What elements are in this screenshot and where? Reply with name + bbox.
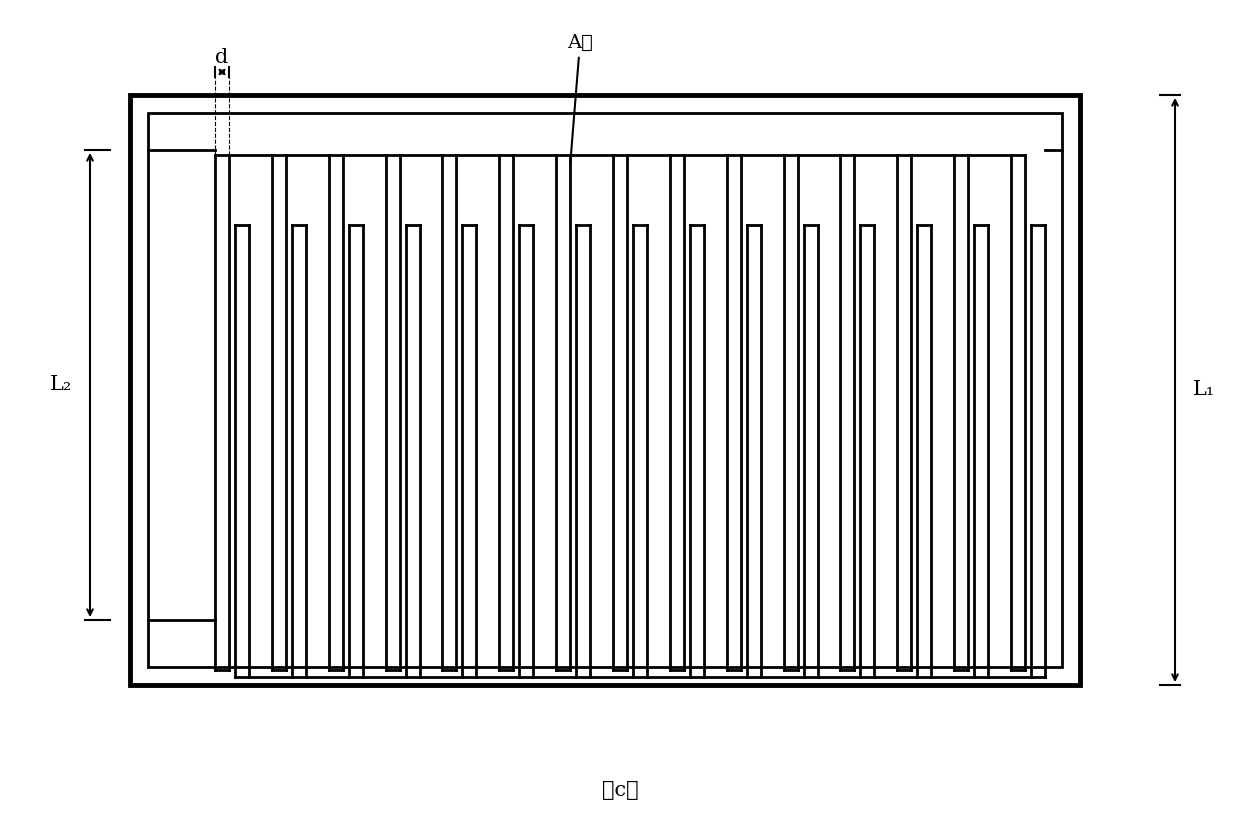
Text: （c）: （c） bbox=[601, 780, 639, 799]
Bar bbox=[130, 95, 1080, 685]
Text: L₂: L₂ bbox=[50, 375, 72, 395]
Text: L₁: L₁ bbox=[1193, 380, 1215, 400]
Text: A面: A面 bbox=[567, 34, 593, 163]
Text: d: d bbox=[216, 49, 228, 68]
Bar bbox=[148, 113, 1061, 667]
